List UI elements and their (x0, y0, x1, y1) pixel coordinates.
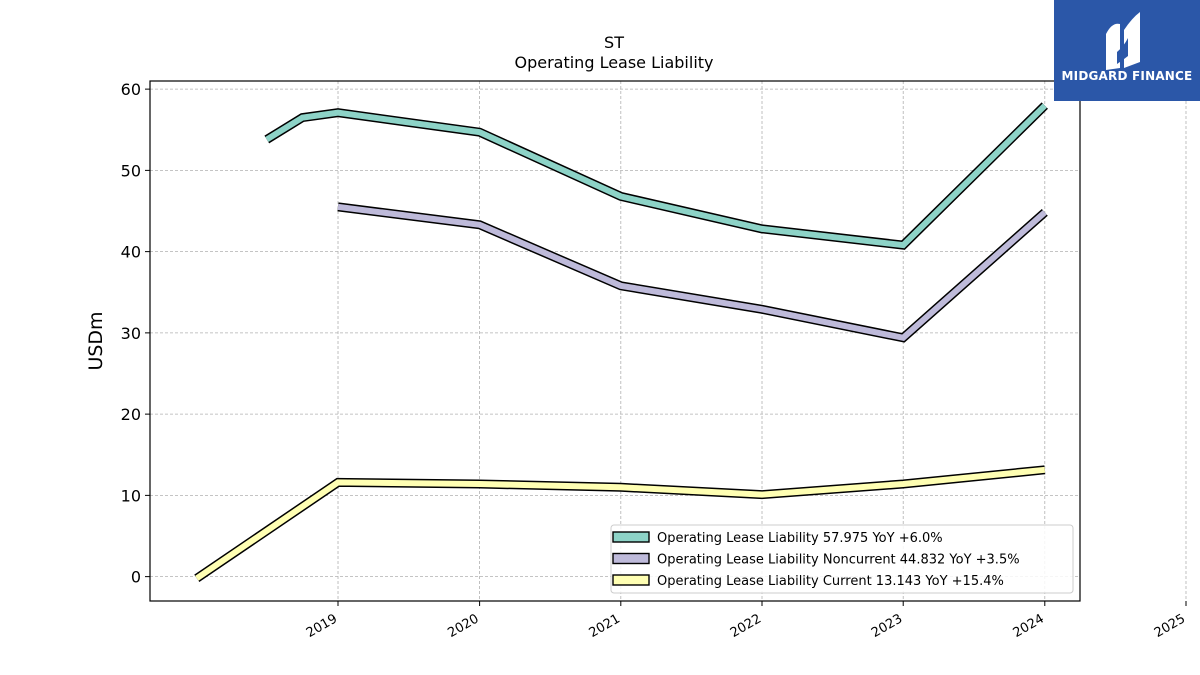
grid (150, 81, 1187, 601)
series-line (337, 203, 1047, 342)
plot-frame (149, 80, 1081, 602)
y-tick-label: 20 (121, 405, 141, 424)
y-tick-label: 0 (131, 568, 141, 587)
brand-logo: MIDGARD FINANCE (1054, 0, 1200, 101)
y-tick-label: 30 (121, 324, 141, 343)
y-tick-label: 60 (121, 80, 141, 99)
x-tick-label: 2023 (869, 611, 905, 641)
series-outline (337, 202, 1048, 343)
x-tick-label: 2025 (1152, 611, 1188, 641)
legend: Operating Lease Liability 57.975 YoY +6.… (610, 524, 1074, 594)
x-axis-ticks: 2019 2020 2021 2022 2023 2024 2025 (304, 601, 1188, 641)
legend-entry: Operating Lease Liability 57.975 YoY +6.… (657, 531, 943, 546)
series-lines (194, 102, 1048, 583)
chart-title: ST (604, 33, 624, 52)
x-tick-label: 2021 (587, 611, 623, 641)
logo-mark-icon (1106, 12, 1140, 70)
series-line (265, 103, 1047, 249)
x-tick-label: 2024 (1011, 611, 1047, 641)
legend-box (610, 524, 1074, 594)
x-tick-label: 2022 (728, 611, 764, 641)
y-axis-ticks: 0 10 20 30 40 50 60 (121, 80, 150, 587)
legend-swatch (612, 552, 650, 565)
x-tick-label: 2019 (304, 611, 340, 641)
series-line (195, 466, 1046, 581)
x-tick-label: 2020 (445, 611, 481, 641)
chart-subtitle: Operating Lease Liability (514, 53, 713, 72)
legend-entry: Operating Lease Liability Noncurrent 44.… (657, 553, 1020, 568)
legend-entry: Operating Lease Liability Current 13.143… (657, 574, 1004, 589)
y-tick-label: 10 (121, 486, 141, 505)
y-tick-label: 40 (121, 243, 141, 262)
y-axis-label: USDm (85, 311, 107, 370)
brand-name: MIDGARD FINANCE (1061, 69, 1193, 83)
y-tick-label: 50 (121, 161, 141, 180)
legend-swatch (612, 574, 650, 586)
legend-swatch (612, 531, 650, 543)
